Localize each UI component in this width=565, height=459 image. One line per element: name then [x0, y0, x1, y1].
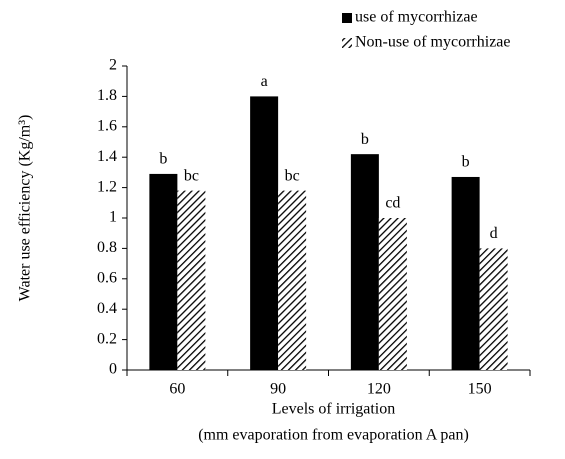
bar — [278, 190, 307, 370]
y-tick-label: 0.2 — [97, 330, 117, 347]
legend-label: Non-use of mycorrhizae — [355, 34, 511, 51]
y-tick-label: 0.8 — [97, 239, 117, 256]
x-tick-label: 60 — [169, 381, 185, 398]
y-axis-label: Water use efficiency (Kg/m³) — [17, 115, 34, 302]
bar-letter: a — [261, 73, 268, 90]
bar-letter: bc — [184, 167, 199, 184]
x-axis-label: (mm evaporation from evaporation A pan) — [198, 427, 469, 444]
y-tick-label: 2 — [109, 57, 117, 74]
y-tick-label: 0.4 — [97, 300, 117, 317]
legend-swatch — [342, 38, 352, 48]
bar-letter: b — [159, 151, 167, 168]
y-tick-label: 1.2 — [97, 178, 117, 195]
y-tick-label: 0 — [109, 361, 117, 378]
bar-letter: b — [361, 131, 369, 148]
x-tick-label: 120 — [367, 381, 391, 398]
legend-label: use of mycorrhizae — [355, 9, 478, 26]
bar — [451, 176, 480, 370]
x-tick-label: 150 — [468, 381, 492, 398]
y-tick-label: 1.8 — [97, 87, 117, 104]
y-tick-label: 1.6 — [97, 117, 117, 134]
bar — [250, 96, 279, 371]
bar-letter: bc — [285, 167, 300, 184]
y-tick-label: 0.6 — [97, 269, 117, 286]
y-tick-label: 1.4 — [97, 148, 117, 165]
bar — [479, 248, 508, 370]
legend-swatch — [342, 13, 352, 23]
x-tick-label: 90 — [270, 381, 286, 398]
bar-letter: b — [462, 154, 470, 171]
bar — [177, 190, 206, 370]
bar-letter: d — [490, 225, 498, 242]
y-tick-label: 1 — [109, 209, 117, 226]
bar — [350, 154, 379, 370]
bar-letter: cd — [385, 195, 400, 212]
x-axis-label: Levels of irrigation — [272, 401, 396, 418]
bar — [149, 173, 178, 370]
bar — [378, 218, 407, 370]
